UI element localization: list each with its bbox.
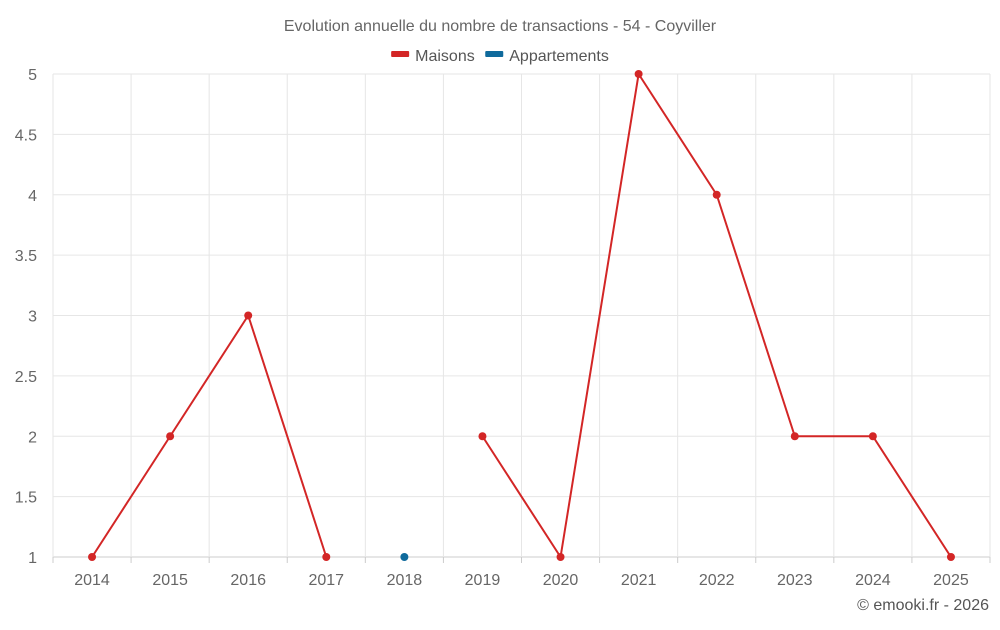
x-tick-label: 2014 xyxy=(74,572,110,589)
chart-title: Evolution annuelle du nombre de transact… xyxy=(284,18,717,35)
data-point xyxy=(790,432,799,441)
data-point xyxy=(478,432,487,441)
y-tick-label: 2.5 xyxy=(15,369,37,386)
credit-text: © emooki.fr - 2026 xyxy=(857,597,989,614)
legend: Maisons Appartements xyxy=(391,48,609,65)
x-tick-label: 2015 xyxy=(152,572,188,589)
data-point xyxy=(634,70,643,78)
data-point xyxy=(946,553,955,561)
data-point xyxy=(88,553,97,561)
series-maisons xyxy=(88,70,955,561)
data-point xyxy=(322,553,331,561)
series-appartements xyxy=(400,553,409,561)
x-axis: 2014 2015 2016 2017 2018 2019 2020 2021 2022 2023… xyxy=(74,572,969,589)
data-point xyxy=(400,553,409,561)
x-tick-label: 2024 xyxy=(855,572,891,589)
y-tick-label: 3 xyxy=(28,309,37,326)
legend-swatch-maisons xyxy=(391,51,410,57)
legend-swatch-appartements xyxy=(485,51,504,57)
grid xyxy=(52,73,991,563)
data-point xyxy=(166,432,175,441)
series-layer xyxy=(88,70,955,561)
x-tick-label: 2019 xyxy=(465,572,501,589)
x-tick-label: 2025 xyxy=(933,572,969,589)
x-tick-label: 2021 xyxy=(621,572,657,589)
y-tick-label: 2 xyxy=(28,429,37,446)
y-tick-label: 4.5 xyxy=(15,127,37,144)
x-tick-label: 2023 xyxy=(777,572,813,589)
legend-label-maisons: Maisons xyxy=(415,48,475,65)
series-line xyxy=(91,314,328,558)
legend-label-appartements: Appartements xyxy=(509,48,609,65)
y-tick-label: 1.5 xyxy=(15,490,37,507)
y-axis: 1 1.5 2 2.5 3 3.5 4 4.5 5 xyxy=(15,67,37,567)
y-tick-label: 5 xyxy=(28,67,37,84)
x-tick-label: 2018 xyxy=(387,572,423,589)
x-tick-label: 2020 xyxy=(543,572,579,589)
x-tick-label: 2017 xyxy=(308,572,344,589)
data-point xyxy=(868,432,877,441)
data-point xyxy=(244,311,253,320)
y-tick-label: 4 xyxy=(28,188,37,205)
y-tick-label: 1 xyxy=(28,550,37,567)
x-tick-label: 2022 xyxy=(699,572,735,589)
y-tick-label: 3.5 xyxy=(15,248,37,265)
x-tick-label: 2016 xyxy=(230,572,266,589)
data-point xyxy=(712,190,721,199)
data-point xyxy=(556,553,565,561)
